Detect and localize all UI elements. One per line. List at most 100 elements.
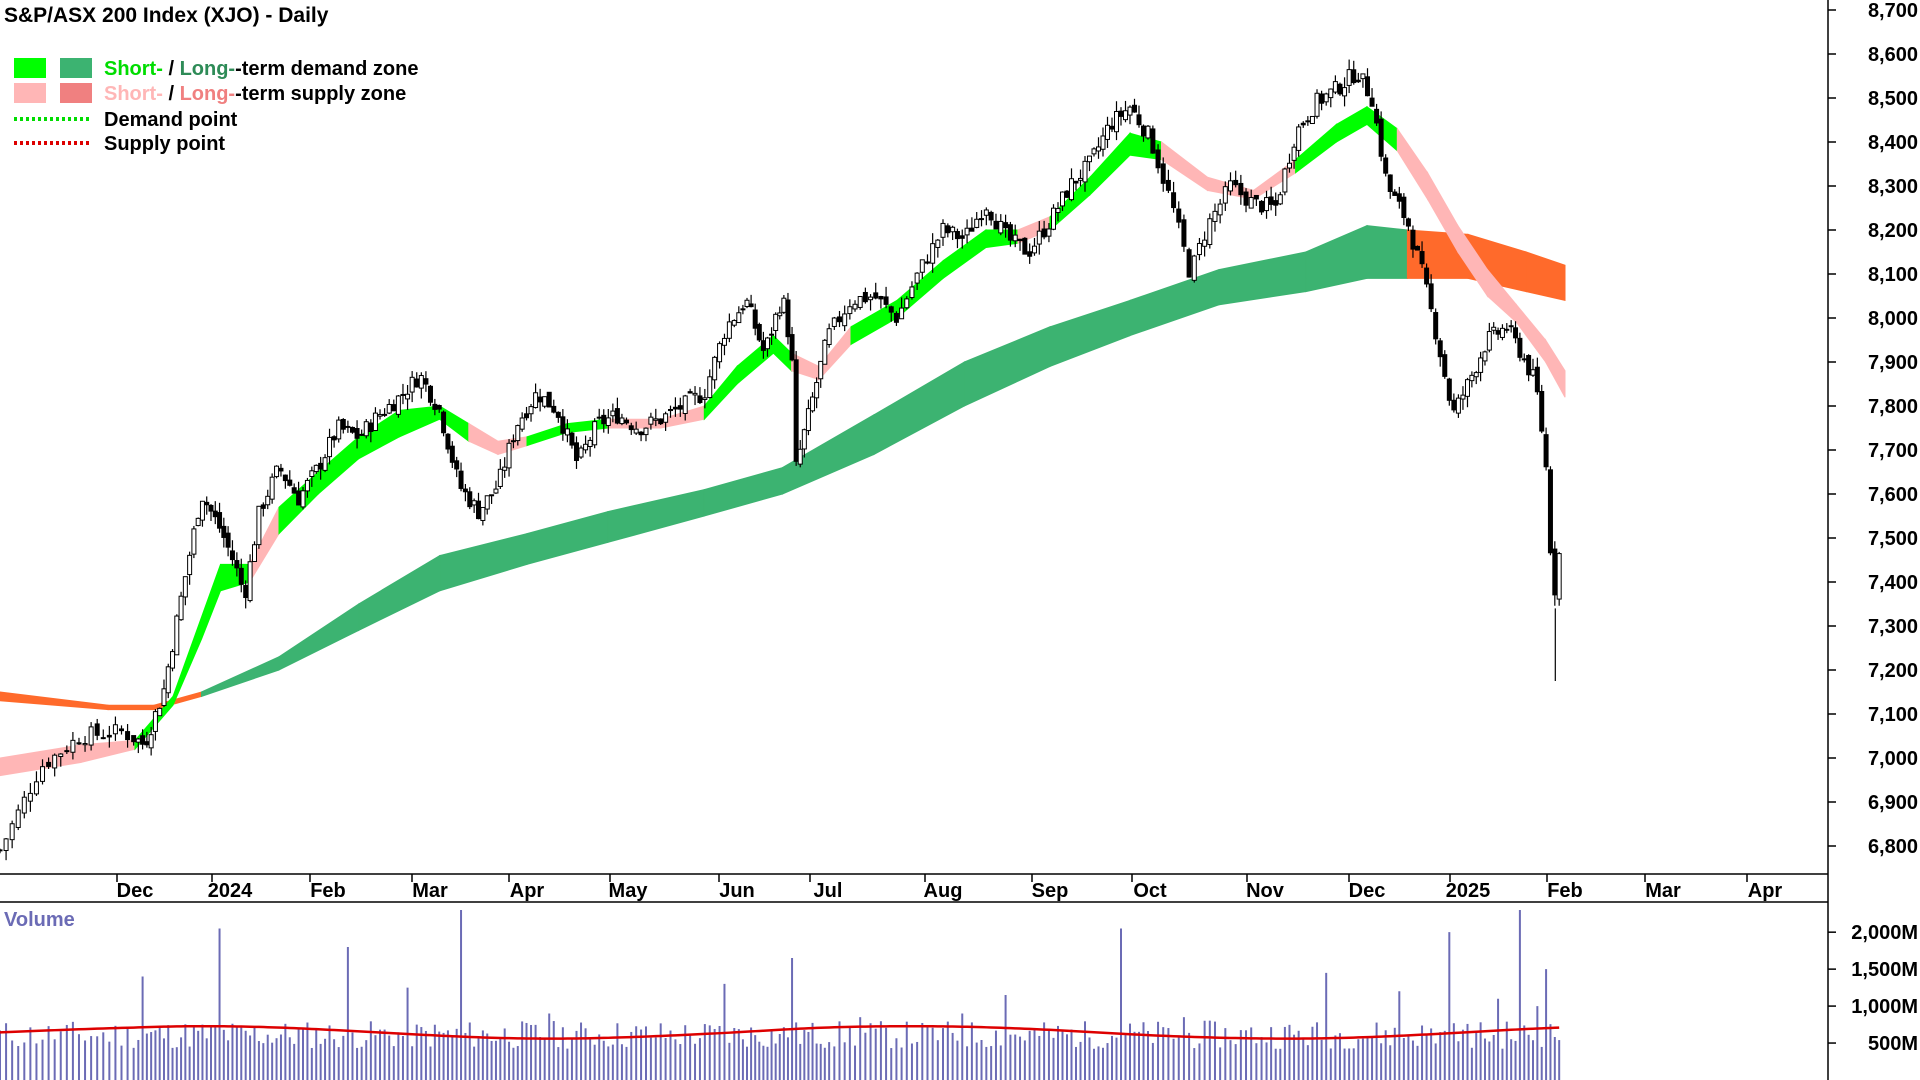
candle-body (1165, 179, 1171, 191)
candle-body (1022, 237, 1028, 255)
candle-body (731, 320, 737, 326)
candle-body (462, 488, 468, 493)
x-tick-label: 2025 (1446, 880, 1491, 902)
candle-body (432, 403, 438, 410)
candle-body (161, 688, 167, 706)
candle-body (560, 416, 566, 434)
candle-body (359, 433, 365, 436)
candle-body (1046, 228, 1052, 237)
candle-body (182, 576, 188, 598)
candle-body (1150, 128, 1156, 154)
candle-body (573, 442, 579, 461)
x-tick-label: Jul (814, 880, 843, 902)
candle-body (924, 261, 930, 264)
candle-body (1530, 369, 1536, 376)
candle-body (1123, 110, 1128, 121)
candle-body (1428, 283, 1434, 310)
candle-body (1513, 327, 1519, 339)
candle-body (633, 428, 639, 434)
candle-body (1346, 69, 1352, 86)
candle-body (712, 356, 718, 381)
candle-body (1314, 92, 1320, 117)
candle-body (878, 296, 884, 300)
y-tick-label: 8,100 (1868, 264, 1918, 286)
y-tick-label: 7,500 (1868, 528, 1918, 550)
volume-y-tick-label: 1,500M (1851, 959, 1918, 981)
candle-body (1473, 372, 1479, 378)
candle-body (687, 391, 693, 394)
candle-body (195, 517, 201, 527)
candle-body (1055, 208, 1061, 213)
candle-body (9, 823, 15, 841)
candle-body (157, 707, 163, 717)
x-tick-label: Aug (924, 880, 963, 902)
candle-body (309, 470, 315, 478)
candle-body (1105, 124, 1110, 140)
candle-body (1051, 207, 1056, 230)
candle-body (940, 222, 946, 238)
candle-body (744, 299, 750, 308)
candle-body (1114, 111, 1119, 133)
candle-body (1374, 108, 1380, 124)
candle-body (1378, 118, 1384, 157)
candle-body (467, 491, 473, 508)
candle-body (265, 495, 271, 506)
candle-body (46, 761, 52, 767)
candle-body (752, 309, 758, 329)
candle-body (340, 419, 346, 430)
candle-body (252, 544, 257, 563)
candle-body (801, 429, 807, 450)
candle-body (313, 464, 319, 473)
candle-body (125, 731, 131, 741)
legend: Short- / Long--term demand zone Short- /… (14, 58, 418, 155)
candle-body (1003, 222, 1009, 229)
candle-body (21, 796, 27, 814)
candle-body (291, 487, 297, 494)
candle-body (234, 560, 240, 569)
candle-body (400, 393, 406, 396)
candle-body (287, 479, 293, 486)
candle-body (1264, 197, 1270, 212)
candle-body (1155, 149, 1161, 169)
y-tick-label: 6,800 (1868, 836, 1918, 858)
candle-body (1401, 196, 1407, 219)
candle-body (1319, 93, 1325, 104)
candle-body (82, 743, 88, 746)
candle-body (493, 488, 499, 494)
candle-body (1273, 200, 1279, 206)
candle-body (1415, 245, 1420, 251)
candle-body (578, 447, 584, 458)
candle-body (899, 307, 905, 320)
candle-body (1082, 160, 1088, 183)
candle-body (178, 595, 184, 621)
x-tick-label: Apr (1748, 880, 1783, 902)
y-tick-label: 7,400 (1868, 572, 1918, 594)
candle-body (1491, 326, 1497, 331)
y-tick-label: 7,600 (1868, 484, 1918, 506)
candle-body (1248, 197, 1254, 209)
candle-body (1437, 340, 1443, 358)
candle-body (1181, 219, 1187, 247)
candle-body (769, 333, 775, 336)
candle-body (372, 412, 378, 431)
candle-body (386, 403, 392, 414)
candle-body (1328, 88, 1334, 99)
candle-body (979, 218, 985, 221)
long-term-zone (0, 224, 1566, 711)
candle-body (988, 211, 994, 221)
candle-body (476, 500, 481, 520)
candle-body (551, 405, 557, 413)
candle-body (484, 495, 490, 510)
candle-body (810, 396, 816, 412)
candle-body (1552, 548, 1558, 596)
candle-body (304, 479, 310, 492)
candle-body (831, 317, 837, 327)
candle-body (717, 343, 723, 363)
candle-body (1526, 355, 1532, 376)
candle-body (697, 395, 703, 404)
candle-body (1499, 327, 1505, 338)
candle-body (852, 303, 858, 310)
candle-body (1547, 469, 1553, 554)
candle-body (40, 766, 46, 782)
